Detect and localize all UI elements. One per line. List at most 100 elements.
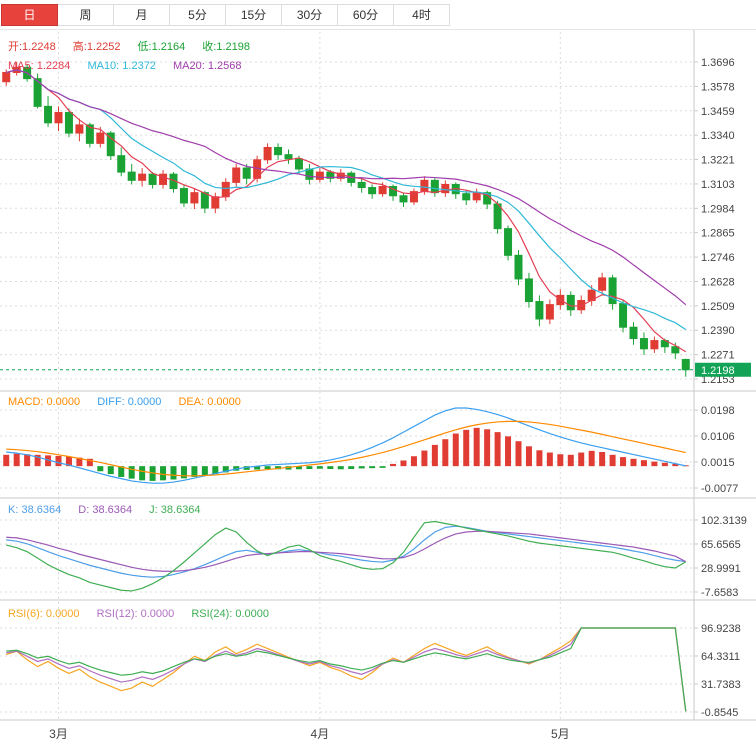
macd-hist-bar — [484, 429, 491, 467]
macd-hist-bar — [661, 462, 668, 467]
candle-body — [608, 277, 617, 305]
x-axis-label: 4月 — [311, 727, 330, 741]
macd-hist-bar — [348, 466, 355, 469]
candle-body — [535, 301, 544, 320]
rsi6-line — [6, 627, 687, 712]
tab-60min[interactable]: 60分 — [338, 3, 394, 26]
macd-hist-bar — [170, 466, 177, 480]
candle-body — [106, 132, 115, 157]
macd-hist-bar — [254, 466, 261, 470]
y-axis-label: 102.3139 — [701, 515, 747, 527]
macd-hist-bar — [505, 436, 512, 467]
candle-body — [399, 195, 408, 203]
candle-body — [138, 173, 147, 181]
tab-4hour[interactable]: 4时 — [394, 3, 450, 26]
candle-body — [368, 187, 377, 195]
macd-hist-bar — [55, 455, 62, 467]
candle-body — [211, 196, 220, 209]
y-axis-label: 1.2628 — [701, 276, 735, 288]
macd-hist-bar — [494, 432, 501, 467]
y-axis-label: 96.9238 — [701, 623, 741, 635]
macd-hist-bar — [180, 466, 187, 479]
candle-body — [629, 326, 638, 340]
y-axis-label: 1.3696 — [701, 57, 735, 69]
macd-hist-bar — [76, 457, 83, 467]
y-axis-label: 1.2153 — [701, 374, 735, 386]
tab-month[interactable]: 月 — [114, 3, 170, 26]
candle-body — [378, 185, 387, 195]
macd-hist-bar — [139, 466, 146, 481]
y-axis-label: 1.2509 — [701, 301, 735, 313]
candle-body — [263, 146, 272, 161]
rsi12-line — [6, 627, 687, 712]
y-axis-label: -0.8545 — [701, 707, 738, 719]
macd-hist-bar — [546, 452, 553, 467]
candle-body — [242, 167, 251, 179]
macd-hist-bar — [222, 466, 229, 473]
macd-hist-bar — [306, 466, 313, 469]
tab-30min[interactable]: 30分 — [282, 3, 338, 26]
ma10-line — [6, 69, 687, 331]
candle-body — [619, 303, 628, 328]
toolbar: 日 周 月 5分 15分 30分 60分 4时 — [0, 0, 756, 30]
tab-15min[interactable]: 15分 — [226, 3, 282, 26]
y-axis-label: 0.0106 — [701, 431, 735, 443]
y-axis-label: 28.9991 — [701, 563, 741, 575]
macd-hist-bar — [128, 466, 135, 479]
macd-hist-bar — [390, 463, 397, 467]
macd-hist-bar — [525, 446, 532, 467]
y-axis-label: 1.3103 — [701, 179, 735, 191]
candle-body — [85, 124, 94, 144]
tab-5min[interactable]: 5分 — [170, 3, 226, 26]
candle-body — [409, 191, 418, 203]
macd-hist-bar — [65, 456, 72, 467]
macd-hist-bar — [442, 439, 449, 467]
candle-body — [681, 358, 690, 371]
macd-hist-bar — [651, 461, 658, 467]
candle-body — [179, 188, 188, 204]
candle-body — [232, 167, 241, 183]
y-axis-label: 65.6565 — [701, 539, 741, 551]
macd-hist-bar — [609, 454, 616, 467]
macd-hist-bar — [473, 427, 480, 467]
macd-hist-bar — [327, 466, 334, 469]
y-axis-label: 1.3578 — [701, 81, 735, 93]
macd-hist-bar — [191, 466, 198, 477]
chart-area[interactable]: 1.3696 1.3578 1.3459 1.3340 1.3221 1.3103 1.29… — [0, 30, 756, 745]
macd-hist-bar — [640, 460, 647, 467]
y-axis-label: -0.0077 — [701, 483, 738, 495]
macd-hist-bar — [463, 429, 470, 467]
candle-body — [33, 78, 42, 107]
macd-hist-bar — [578, 452, 585, 467]
tab-week[interactable]: 周 — [58, 3, 114, 26]
candle-body — [274, 146, 283, 156]
y-axis-label: 0.0198 — [701, 405, 735, 417]
candle-body — [357, 181, 366, 189]
candle-body — [2, 71, 11, 83]
macd-hist-bar — [400, 460, 407, 467]
candle-body — [96, 132, 105, 144]
candle-body — [598, 277, 607, 291]
macd-hist-bar — [588, 450, 595, 467]
macd-hist-bar — [452, 433, 459, 467]
diff-line — [6, 407, 686, 484]
y-axis-label: 31.7383 — [701, 679, 741, 691]
macd-hist-bar — [45, 455, 52, 467]
candle-body — [420, 179, 429, 193]
candle-body — [54, 112, 63, 124]
candle-body — [75, 124, 84, 134]
candle-body — [441, 183, 450, 194]
y-axis-label: 1.2984 — [701, 203, 735, 215]
candle-body — [315, 171, 324, 180]
y-axis-label: 1.2746 — [701, 252, 735, 264]
macd-hist-bar — [34, 454, 41, 467]
chart-canvas[interactable]: 1.3696 1.3578 1.3459 1.3340 1.3221 1.3103 1.29… — [0, 30, 756, 745]
macd-hist-bar — [295, 466, 302, 470]
y-axis-label: 0.0015 — [701, 457, 735, 469]
candle-body — [493, 203, 502, 230]
macd-hist-bar — [620, 457, 627, 467]
y-axis-label: -7.6583 — [701, 587, 738, 599]
macd-hist-bar — [431, 444, 438, 467]
tab-day[interactable]: 日 — [1, 3, 58, 26]
macd-hist-bar — [337, 466, 344, 470]
